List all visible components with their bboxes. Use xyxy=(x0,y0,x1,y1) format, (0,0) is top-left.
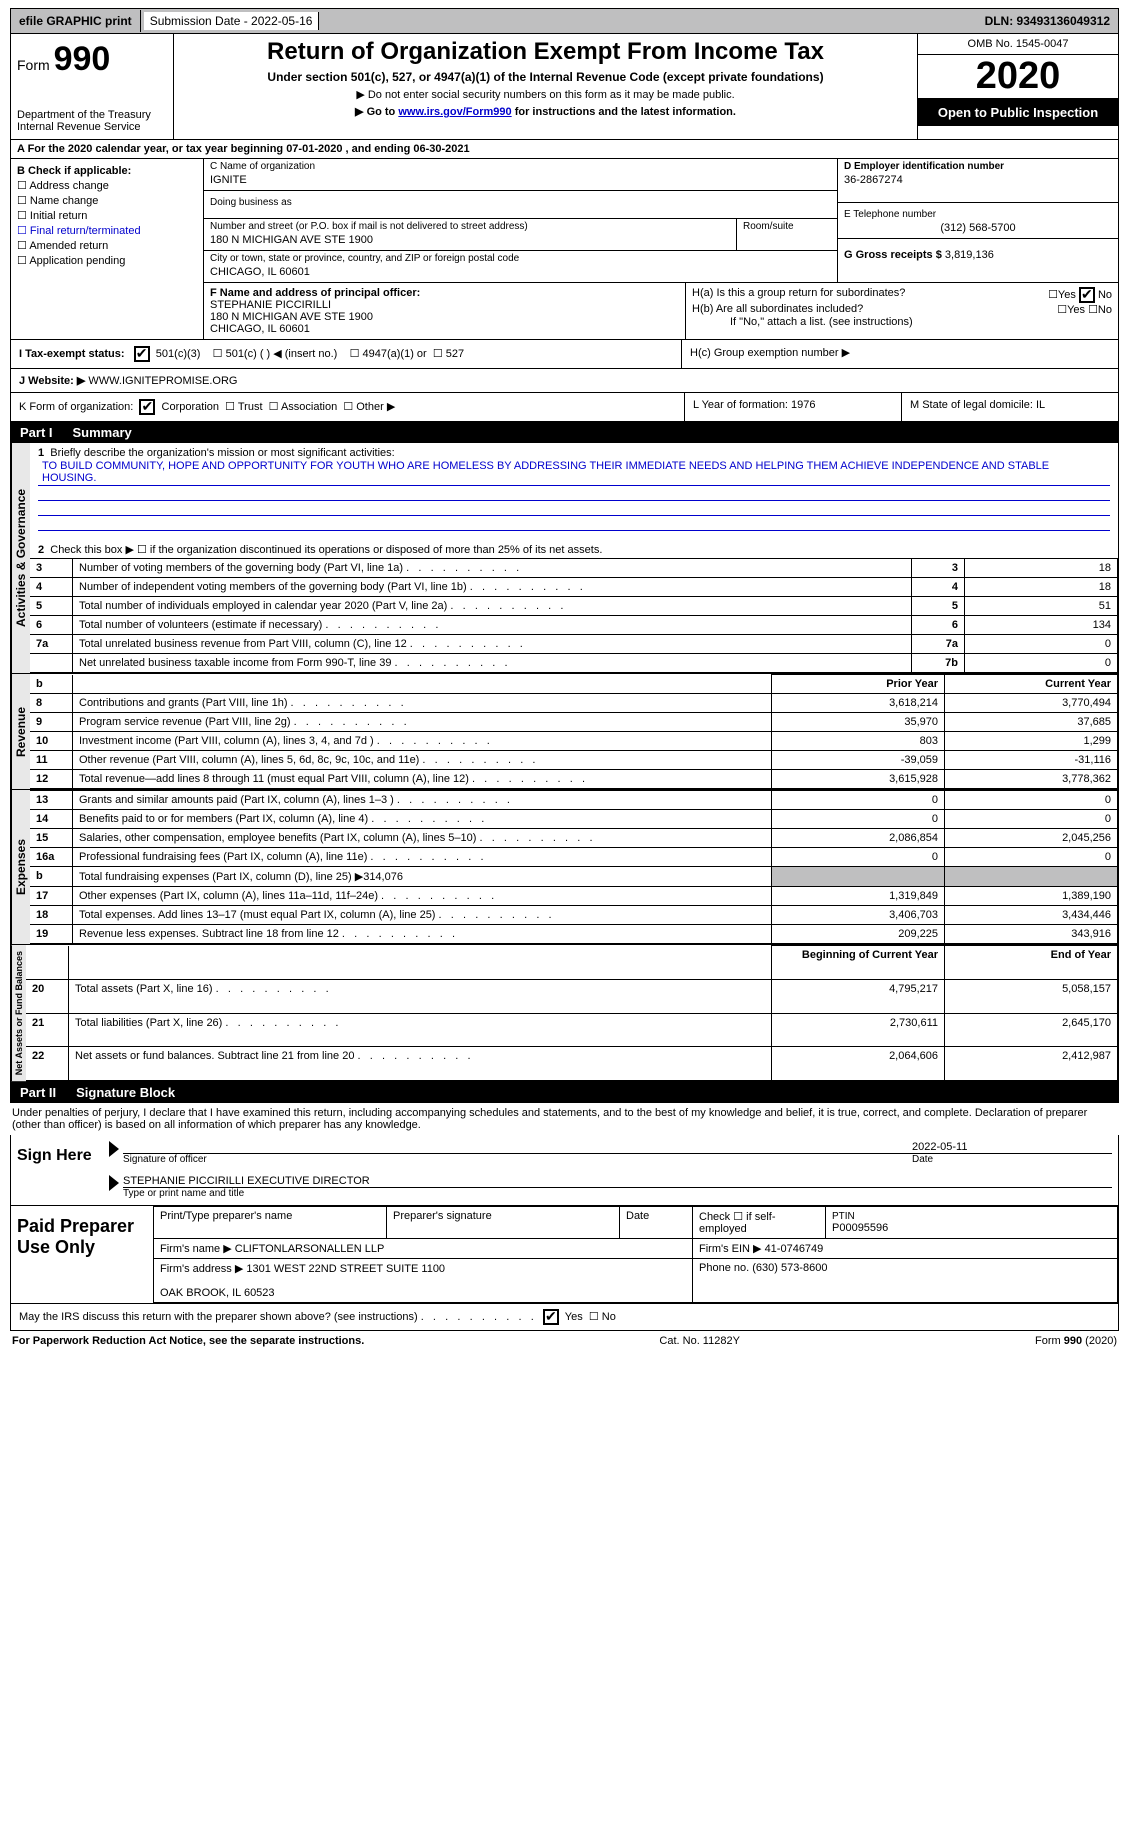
form-subtitle: Under section 501(c), 527, or 4947(a)(1)… xyxy=(186,70,905,84)
ein-label: D Employer identification number xyxy=(838,159,1118,174)
period-bar: A For the 2020 calendar year, or tax yea… xyxy=(10,140,1119,159)
h-a: H(a) Is this a group return for subordin… xyxy=(692,287,1112,303)
ein-value: 36-2867274 xyxy=(838,174,1118,202)
addr-label: Number and street (or P.O. box if mail i… xyxy=(204,219,736,234)
cb-corporation[interactable] xyxy=(139,399,155,415)
cb-final-return[interactable]: ☐ Final return/terminated xyxy=(17,224,197,237)
sidetab-activities: Activities & Governance xyxy=(11,443,30,673)
part1-bar: Part ISummary xyxy=(10,422,1119,443)
sidetab-expenses: Expenses xyxy=(11,790,30,944)
sidetab-netassets: Net Assets or Fund Balances xyxy=(11,945,26,1081)
top-bar: efile GRAPHIC print Submission Date - 20… xyxy=(10,8,1119,34)
penalties-text: Under penalties of perjury, I declare th… xyxy=(10,1103,1119,1135)
form-header: Form 990 Department of the Treasury Inte… xyxy=(10,34,1119,140)
firm-phone: (630) 573-8600 xyxy=(752,1262,827,1274)
cb-name-change[interactable]: ☐ Name change xyxy=(17,194,197,207)
cb-amended-return[interactable]: ☐ Amended return xyxy=(17,239,197,252)
arrow-icon xyxy=(109,1141,119,1157)
orgname-value: IGNITE xyxy=(204,174,837,190)
prep-sig-label: Preparer's signature xyxy=(387,1207,620,1239)
box-b-label: B Check if applicable: xyxy=(17,165,197,177)
sig-name-label: Type or print name and title xyxy=(123,1188,1112,1199)
activities-section: Activities & Governance 1 Briefly descri… xyxy=(10,443,1119,674)
dept-treasury: Department of the Treasury Internal Reve… xyxy=(17,109,167,133)
sig-name-value: STEPHANIE PICCIRILLI EXECUTIVE DIRECTOR xyxy=(123,1175,1112,1188)
website-row: J Website: ▶ WWW.IGNITEPROMISE.ORG xyxy=(10,369,1119,393)
form-title: Return of Organization Exempt From Incom… xyxy=(186,38,905,66)
open-public: Open to Public Inspection xyxy=(918,99,1118,126)
ha-no-checkbox[interactable] xyxy=(1079,287,1095,303)
tax-exempt-row: I Tax-exempt status: 501(c)(3) ☐ 501(c) … xyxy=(10,340,1119,369)
officer-label: F Name and address of principal officer: xyxy=(210,287,679,299)
discuss-row: May the IRS discuss this return with the… xyxy=(10,1304,1119,1331)
firm-ein: 41-0746749 xyxy=(765,1243,824,1255)
paid-preparer-block: Paid Preparer Use Only Print/Type prepar… xyxy=(10,1206,1119,1304)
header-fields: B Check if applicable: ☐ Address change … xyxy=(10,159,1119,340)
mission-text: TO BUILD COMMUNITY, HOPE AND OPPORTUNITY… xyxy=(38,459,1110,486)
cb-application-pending[interactable]: ☐ Application pending xyxy=(17,254,197,267)
prep-check[interactable]: Check ☐ if self-employed xyxy=(693,1207,826,1239)
addr-value: 180 N MICHIGAN AVE STE 1900 xyxy=(204,234,736,250)
gross-receipts: G Gross receipts $ 3,819,136 xyxy=(838,239,1118,265)
arrow-icon xyxy=(109,1175,119,1191)
room-label: Room/suite xyxy=(737,219,837,234)
part2-bar: Part IISignature Block xyxy=(10,1082,1119,1103)
expenses-table: 13Grants and similar amounts paid (Part … xyxy=(30,790,1118,944)
instr-nosocial: ▶ Do not enter social security numbers o… xyxy=(186,88,905,101)
efile-label: efile GRAPHIC print xyxy=(11,10,141,32)
revenue-table: bPrior YearCurrent Year8Contributions an… xyxy=(30,674,1118,789)
irs-link[interactable]: www.irs.gov/Form990 xyxy=(398,106,511,118)
prep-name-label: Print/Type preparer's name xyxy=(154,1207,387,1239)
sig-officer-label: Signature of officer xyxy=(123,1154,912,1165)
sidetab-revenue: Revenue xyxy=(11,674,30,789)
city-value: CHICAGO, IL 60601 xyxy=(204,266,837,282)
expenses-section: Expenses 13Grants and similar amounts pa… xyxy=(10,790,1119,945)
netassets-section: Net Assets or Fund Balances Beginning of… xyxy=(10,945,1119,1082)
sig-date-label: Date xyxy=(912,1154,1112,1165)
cb-initial-return[interactable]: ☐ Initial return xyxy=(17,209,197,222)
state-domicile: M State of legal domicile: IL xyxy=(902,393,1118,421)
cb-501c3[interactable] xyxy=(134,346,150,362)
cb-address-change[interactable]: ☐ Address change xyxy=(17,179,197,192)
instr-link: ▶ Go to www.irs.gov/Form990 for instruct… xyxy=(186,105,905,118)
tax-year: 2020 xyxy=(918,55,1118,99)
firm-name: CLIFTONLARSONALLEN LLP xyxy=(232,1243,385,1255)
ptin-value: P00095596 xyxy=(832,1222,888,1234)
omb-number: OMB No. 1545-0047 xyxy=(918,34,1118,55)
sign-here-block: Sign Here 2022-05-11 Signature of office… xyxy=(10,1135,1119,1206)
revenue-section: Revenue bPrior YearCurrent Year8Contribu… xyxy=(10,674,1119,790)
dln: DLN: 93493136049312 xyxy=(977,10,1118,32)
dba-label: Doing business as xyxy=(204,190,837,219)
officer-value: STEPHANIE PICCIRILLI 180 N MICHIGAN AVE … xyxy=(210,299,679,335)
submission-date: Submission Date - 2022-05-16 xyxy=(144,12,320,30)
discuss-yes-checkbox[interactable] xyxy=(543,1309,559,1325)
form-number: Form 990 xyxy=(17,40,167,79)
h-c: H(c) Group exemption number ▶ xyxy=(682,340,1118,368)
netassets-table: Beginning of Current YearEnd of Year20To… xyxy=(26,945,1118,1081)
line2-text: Check this box ▶ ☐ if the organization d… xyxy=(50,544,602,556)
prep-date-label: Date xyxy=(620,1207,693,1239)
sig-date-value: 2022-05-11 xyxy=(912,1141,1112,1153)
orgname-label: C Name of organization xyxy=(204,159,837,174)
year-formation: L Year of formation: 1976 xyxy=(685,393,902,421)
page-footer: For Paperwork Reduction Act Notice, see … xyxy=(10,1331,1119,1351)
h-b: H(b) Are all subordinates included? ☐Yes… xyxy=(692,303,1112,316)
governance-table: 3Number of voting members of the governi… xyxy=(30,558,1118,673)
city-label: City or town, state or province, country… xyxy=(204,251,837,266)
phone-value: (312) 568-5700 xyxy=(838,222,1118,238)
h-b-note: If "No," attach a list. (see instruction… xyxy=(692,316,1112,328)
form-org-row: K Form of organization: Corporation ☐ Tr… xyxy=(10,393,1119,422)
line1-label: Briefly describe the organization's miss… xyxy=(50,447,394,459)
phone-label: E Telephone number xyxy=(838,203,1118,222)
